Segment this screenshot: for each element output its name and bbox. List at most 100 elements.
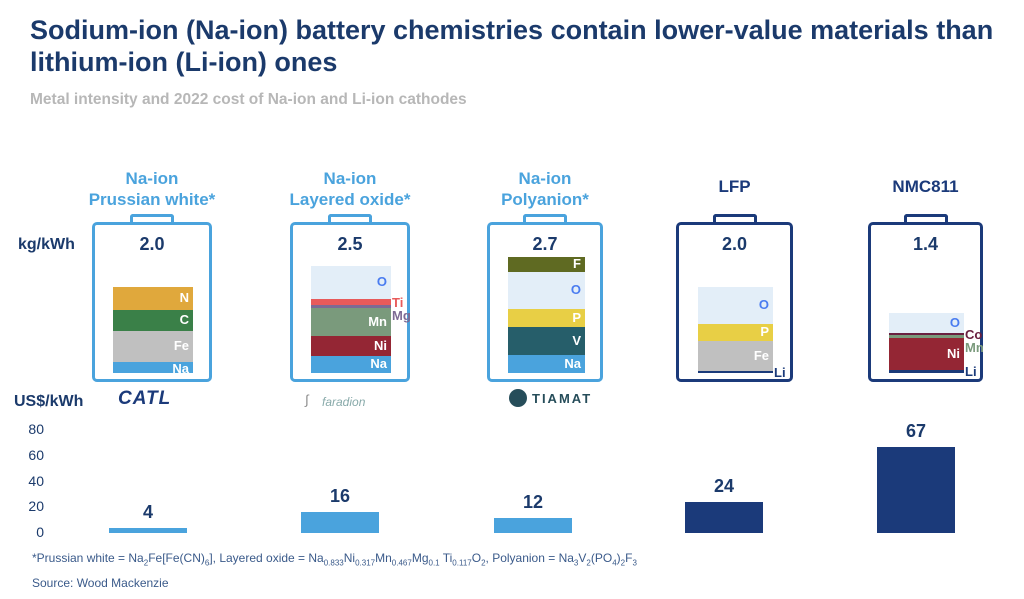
stack-segment-Ni xyxy=(311,335,391,356)
stack-segment-F xyxy=(508,256,585,272)
chemistry-name: Na-ion xyxy=(323,169,377,188)
battery-terminal xyxy=(523,214,567,223)
footnote-part: 2 xyxy=(143,558,149,568)
chemistry-name: LFP xyxy=(718,177,751,196)
cost-unit-label: US$/kWh xyxy=(14,393,84,410)
stack-segment-Ni xyxy=(889,338,964,370)
cost-value-label: 4 xyxy=(142,501,153,522)
footnote-part: V xyxy=(578,551,587,565)
page-title: Sodium-ion (Na-ion) battery chemistries … xyxy=(30,15,994,77)
y-tick-label: 40 xyxy=(28,472,44,489)
source-note: Source: Wood Mackenzie xyxy=(32,576,169,590)
chemistry-name: Na-ion xyxy=(518,169,572,188)
element-label: O xyxy=(570,282,581,298)
footnote-part: 0.467 xyxy=(391,558,412,568)
chemistry-name: Polyanion* xyxy=(501,190,589,209)
battery-terminal xyxy=(130,214,174,223)
footnote: *Prussian white = Na2Fe[Fe(CN)6], Layere… xyxy=(32,551,637,567)
footnote-part: , Polyanion = Na xyxy=(485,551,574,565)
cost-value-label: 16 xyxy=(329,486,351,507)
chemistry-name: Layered oxide* xyxy=(289,190,411,209)
footnote-part: Fe[Fe(CN) xyxy=(148,551,205,565)
element-label: Co xyxy=(965,327,983,343)
footnote-part: 0.1 xyxy=(428,558,440,568)
cost-bar xyxy=(301,512,379,533)
tiamat-logo-icon xyxy=(509,389,527,407)
cost-value-label: 12 xyxy=(522,491,544,512)
footnote-part: 0.833 xyxy=(323,558,344,568)
element-label: V xyxy=(572,332,581,348)
footnote-part: 4 xyxy=(612,558,617,568)
stack-segment-C xyxy=(113,309,193,331)
footnote-part: ], Layered oxide = Na xyxy=(209,551,324,565)
stack-segment-Mn xyxy=(889,335,964,339)
cost-value-label: 67 xyxy=(905,420,927,441)
battery-terminal xyxy=(903,214,948,223)
stack-segment-Na xyxy=(508,354,585,373)
footnote-part: F xyxy=(625,551,633,565)
footnote-part: Mn xyxy=(375,551,392,565)
cost-bar xyxy=(685,502,763,533)
subtitle: Metal intensity and 2022 cost of Na-ion … xyxy=(30,91,467,108)
total-mass-label: 2.0 xyxy=(721,234,748,254)
faradion-logo-icon: ∫ xyxy=(305,392,309,407)
footnote-part: 0.317 xyxy=(355,558,376,568)
footnote-part: 2 xyxy=(620,558,626,568)
footnote-part: Ti xyxy=(439,551,453,565)
battery-outline xyxy=(676,222,793,382)
element-label: Mg xyxy=(392,308,411,324)
footnote-part: Ni xyxy=(343,551,356,565)
element-label: Mn xyxy=(965,340,984,356)
element-label: Na xyxy=(564,355,581,371)
battery-outline xyxy=(868,222,983,382)
element-label: F xyxy=(573,256,581,272)
footnote-part: Mg xyxy=(411,551,429,565)
y-tick-label: 0 xyxy=(36,524,44,540)
stack-segment-Li xyxy=(698,370,773,373)
footnote-part: 2 xyxy=(481,558,486,568)
y-tick-label: 20 xyxy=(28,498,44,515)
footnote-part: 3 xyxy=(632,558,637,568)
stack-segment-Mn xyxy=(311,307,391,336)
stack-segment-O xyxy=(889,312,964,333)
chemistry-name: NMC811 xyxy=(892,177,959,196)
cost-bar xyxy=(494,517,572,533)
chemistry-name: Prussian white* xyxy=(88,190,216,209)
y-tick-label: 80 xyxy=(28,421,44,437)
stack-segment-O xyxy=(698,287,773,324)
stack-segment-P xyxy=(508,308,585,327)
footnote-part: (PO xyxy=(590,551,613,565)
battery-outline xyxy=(92,222,212,382)
stack-segment-Mg xyxy=(311,305,391,308)
faradion-logo-text: faradion xyxy=(322,395,366,409)
element-label: Ni xyxy=(374,337,387,353)
element-label: Li xyxy=(774,364,786,380)
element-label: O xyxy=(376,274,387,290)
footnote-part: 3 xyxy=(573,558,579,568)
y-tick-label: 60 xyxy=(28,446,44,463)
element-label: Fe xyxy=(173,338,189,354)
element-label: Fe xyxy=(753,347,769,363)
element-label: O xyxy=(949,314,960,330)
footnote-part: O xyxy=(471,551,482,565)
element-label: Ti xyxy=(392,295,404,311)
footnote-part: 2 xyxy=(586,558,591,568)
element-label: Li xyxy=(965,364,977,380)
element-label: P xyxy=(760,324,769,340)
element-label: Na xyxy=(370,356,387,372)
element-label: O xyxy=(758,297,769,313)
stack-segment-Na xyxy=(311,355,391,373)
stack-segment-O xyxy=(311,265,391,300)
stack-segment-Fe xyxy=(113,330,193,362)
cost-value-label: 24 xyxy=(713,476,735,497)
catl-logo: CATL xyxy=(118,388,172,409)
mass-unit-label: kg/kWh xyxy=(18,236,75,253)
chemistry-name: Na-ion xyxy=(125,169,179,188)
footnote-part: *Prussian white = Na xyxy=(32,551,144,565)
stack-segment-Li xyxy=(889,369,964,373)
tiamat-logo: TIAMAT xyxy=(532,391,593,406)
cost-bar xyxy=(877,446,955,533)
stack-segment-N xyxy=(113,287,193,310)
element-label: P xyxy=(572,309,581,325)
element-label: Na xyxy=(172,360,189,376)
